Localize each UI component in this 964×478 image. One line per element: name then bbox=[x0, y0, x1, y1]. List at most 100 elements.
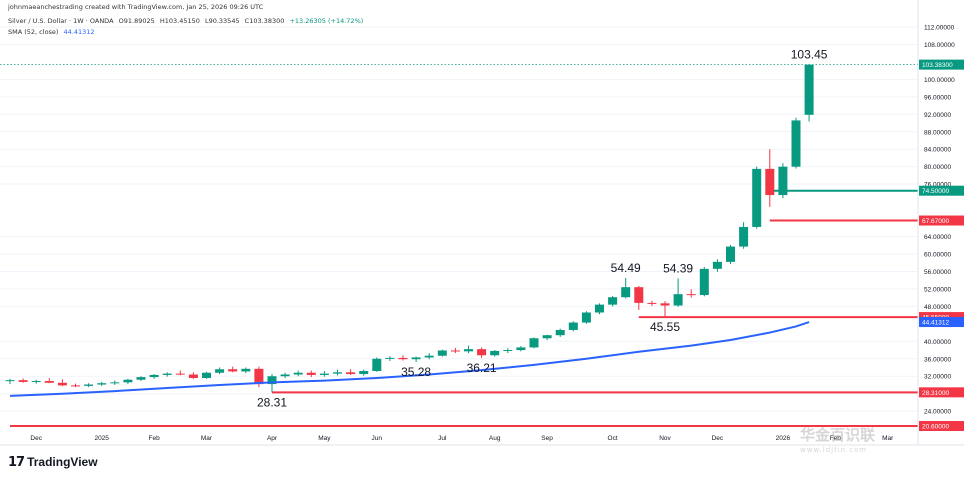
candle-body bbox=[293, 372, 303, 375]
symbol-info: Silver / U.S. Dollar · 1W · OANDA O91.89… bbox=[8, 17, 366, 25]
annotation-label: 54.39 bbox=[663, 261, 693, 275]
y-tick-label: 76.00000 bbox=[924, 182, 951, 189]
watermark-text: 华金百识联 bbox=[800, 426, 876, 444]
price-tags: 74.5000067.6700045.5500028.3100020.60000… bbox=[919, 59, 964, 431]
x-tick-label: Dec bbox=[712, 435, 724, 442]
candle-body bbox=[57, 382, 67, 386]
sma-value: 44.41312 bbox=[63, 28, 95, 36]
candle-body bbox=[44, 381, 54, 383]
candle-body bbox=[595, 304, 604, 313]
candle-body bbox=[215, 369, 225, 373]
candle-body bbox=[149, 374, 159, 378]
candle-body bbox=[778, 166, 788, 196]
candle-body bbox=[123, 379, 133, 383]
candle-body bbox=[634, 287, 644, 303]
ohlc-open: O91.89025 bbox=[118, 17, 155, 25]
x-tick-label: Jul bbox=[438, 435, 447, 442]
candle-body bbox=[385, 357, 395, 359]
x-tick-label: Jun bbox=[372, 435, 383, 442]
annotation-label: 35.28 bbox=[401, 365, 431, 379]
x-tick-label: Feb bbox=[148, 435, 160, 442]
annotation-label: 36.21 bbox=[467, 361, 497, 375]
sma-polyline bbox=[9, 321, 810, 397]
candle-body bbox=[765, 168, 775, 196]
candle-body bbox=[188, 374, 198, 378]
level-tag bbox=[919, 387, 964, 398]
x-tick-label: Mar bbox=[882, 435, 894, 442]
level-tag bbox=[919, 185, 964, 196]
candle-body bbox=[555, 329, 565, 336]
candle-body bbox=[175, 373, 185, 375]
y-tick-label: 36.00000 bbox=[924, 356, 951, 363]
annotation-label: 54.49 bbox=[611, 261, 641, 275]
candle-body bbox=[516, 347, 526, 351]
candle-body bbox=[568, 322, 578, 330]
price-axis[interactable]: 24.0000028.0000032.0000036.0000040.00000… bbox=[917, 0, 955, 445]
candle-body bbox=[306, 372, 316, 375]
attribution-line: johnmaeanchestrading created with Tradin… bbox=[8, 3, 264, 11]
candle-body bbox=[333, 372, 342, 374]
y-tick-label: 112.00000 bbox=[924, 25, 955, 32]
ohlc-low: L90.33545 bbox=[204, 17, 240, 25]
x-tick-label: 2026 bbox=[776, 435, 791, 442]
x-tick-label: Mar bbox=[201, 435, 213, 442]
price-tag bbox=[919, 59, 964, 70]
x-tick-label: Dec bbox=[30, 435, 42, 442]
y-tick-label: 40.00000 bbox=[924, 339, 951, 346]
sma-legend[interactable]: SMA (52, close) 44.41312 bbox=[8, 28, 98, 36]
y-tick-label: 92.00000 bbox=[924, 112, 951, 119]
candle-body bbox=[699, 268, 709, 296]
ohlc-change: +13.26305 (+14.72%) bbox=[289, 17, 364, 25]
y-tick-label: 84.00000 bbox=[924, 147, 951, 154]
candle-body bbox=[97, 383, 107, 385]
symbol-name: Silver / U.S. Dollar · 1W · OANDA bbox=[8, 17, 114, 25]
y-tick-label: 60.00000 bbox=[924, 252, 951, 259]
level-tag-label: 67.67000 bbox=[922, 218, 949, 225]
candle-body bbox=[411, 357, 421, 360]
price-tag-label: 44.41312 bbox=[922, 320, 949, 327]
candle-body bbox=[228, 369, 238, 372]
y-tick-label: 100.00000 bbox=[924, 77, 955, 84]
candle-body bbox=[5, 380, 15, 382]
candle-body bbox=[621, 287, 631, 298]
y-tick-label: 64.00000 bbox=[924, 234, 951, 241]
candle-body bbox=[202, 372, 211, 378]
candle-body bbox=[673, 294, 683, 306]
level-tag-label: 20.60000 bbox=[922, 424, 949, 431]
annotation-label: 28.31 bbox=[257, 395, 287, 409]
price-annotations: 103.45 54.49 54.39 45.55 35.28 36.21 28.31 bbox=[257, 47, 828, 409]
candle-body bbox=[110, 382, 120, 384]
candle-body bbox=[712, 261, 722, 269]
candle-body bbox=[503, 350, 513, 352]
annotation-label: 103.45 bbox=[791, 47, 828, 61]
candle-body bbox=[660, 303, 670, 306]
level-tag-label: 28.31000 bbox=[922, 390, 949, 397]
candle-body bbox=[464, 349, 473, 352]
candle-body bbox=[162, 373, 172, 375]
tradingview-logo[interactable]: 17 TradingView bbox=[8, 454, 98, 470]
candle-body bbox=[804, 64, 814, 115]
x-tick-label: Aug bbox=[489, 435, 501, 442]
ohlc-high: H103.45150 bbox=[159, 17, 200, 25]
y-tick-label: 24.00000 bbox=[924, 409, 951, 416]
x-tick-label: Feb bbox=[830, 435, 842, 442]
y-tick-label: 48.00000 bbox=[924, 304, 951, 311]
watermark-subtext: www.ldjfin.com bbox=[800, 446, 868, 454]
candle-body bbox=[84, 384, 94, 386]
level-tag-label: 74.50000 bbox=[922, 188, 949, 195]
candle-body bbox=[542, 335, 552, 339]
candle-body bbox=[608, 297, 618, 305]
tradingview-logo-icon: 17 bbox=[8, 454, 25, 470]
candle-body bbox=[450, 350, 460, 352]
candle-body bbox=[647, 302, 657, 304]
ohlc-close: C103.38300 bbox=[244, 17, 285, 25]
y-tick-label: 56.00000 bbox=[924, 269, 951, 276]
candle-body bbox=[686, 294, 696, 296]
candle-body bbox=[267, 376, 277, 385]
time-axis[interactable]: Dec 2025 Feb Mar Apr May Jun Jul Aug Sep Oct Nov Dec… bbox=[0, 435, 964, 446]
candle-body bbox=[359, 370, 369, 375]
candle-body bbox=[398, 357, 408, 360]
x-tick-label: Oct bbox=[608, 435, 618, 442]
price-tag bbox=[919, 317, 964, 328]
